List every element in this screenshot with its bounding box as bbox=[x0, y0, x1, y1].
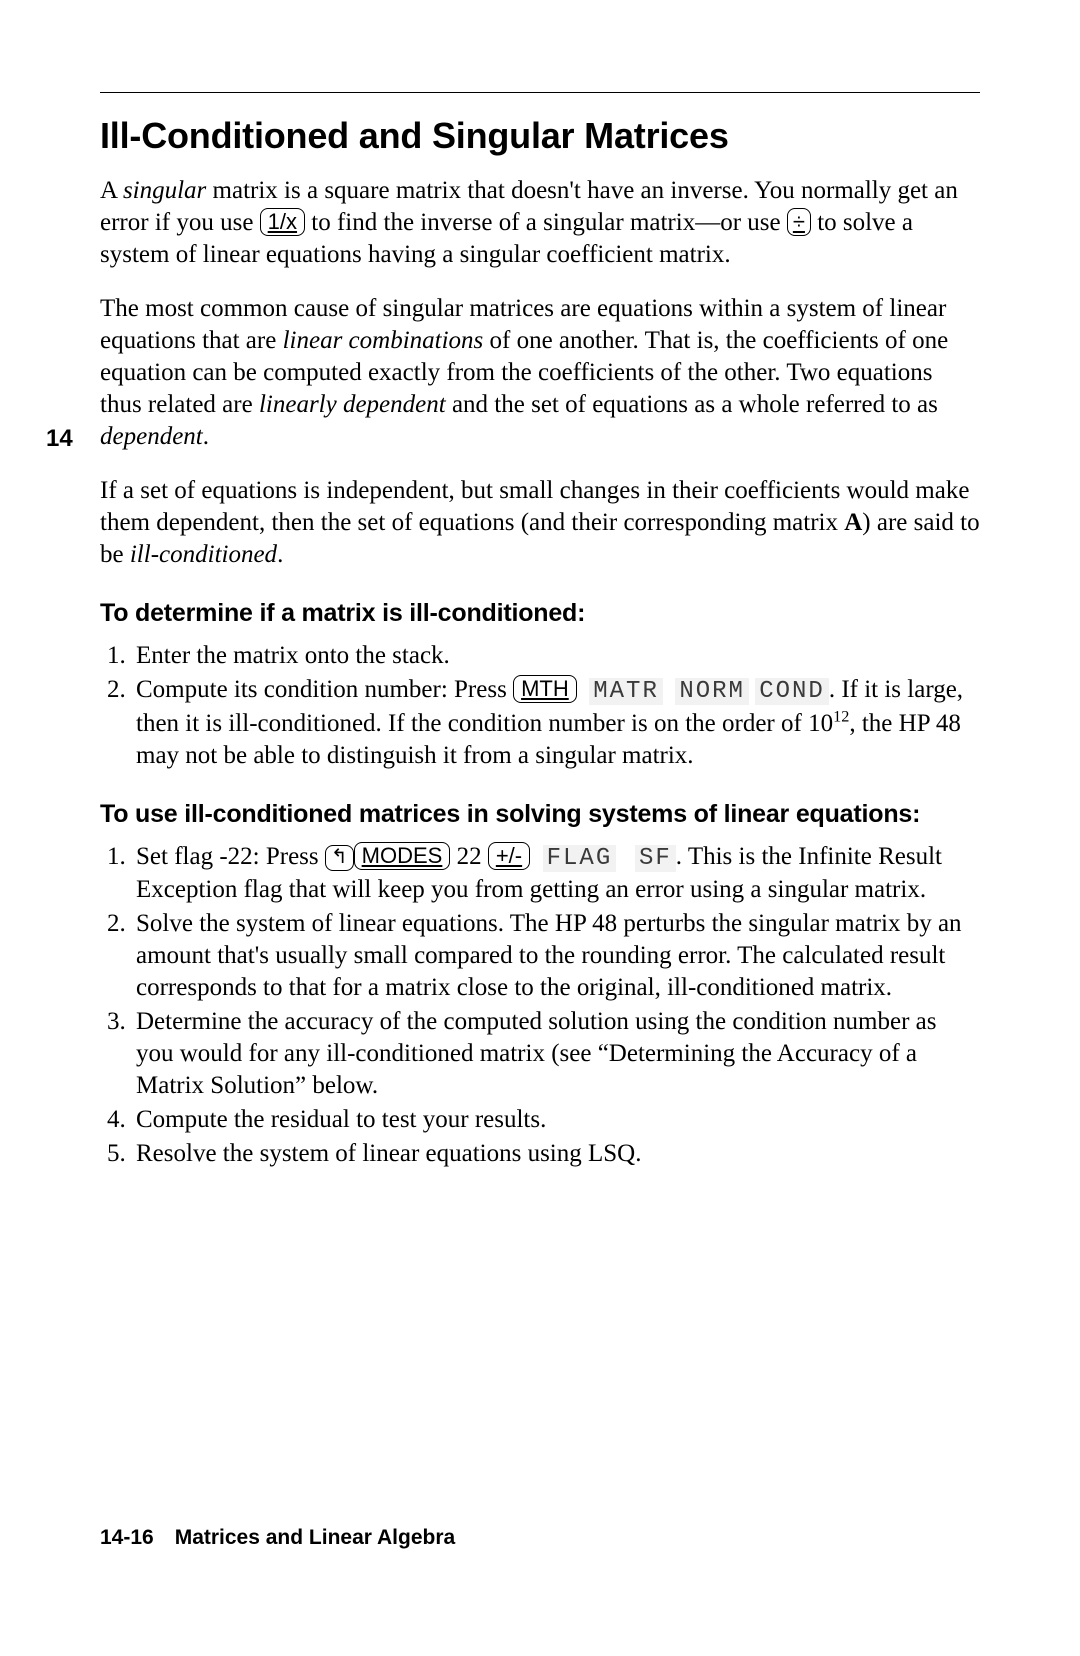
softkey-matr: MATR bbox=[589, 678, 663, 705]
page: 14 Ill-Conditioned and Singular Matrices… bbox=[0, 0, 1080, 1170]
key-mth: MTH bbox=[513, 675, 577, 703]
text: Set flag -22: Press bbox=[136, 843, 325, 870]
list-item: Determine the accuracy of the computed s… bbox=[132, 1006, 980, 1102]
italic-term: dependent bbox=[100, 423, 203, 450]
list-item: Resolve the system of linear equations u… bbox=[132, 1138, 980, 1170]
text: 22 bbox=[450, 843, 488, 870]
section-title: Ill-Conditioned and Singular Matrices bbox=[100, 115, 980, 157]
softkey-norm: NORM bbox=[675, 678, 749, 705]
text: . bbox=[203, 423, 209, 450]
ordered-list-1: Enter the matrix onto the stack. Compute… bbox=[100, 640, 980, 772]
list-item: Enter the matrix onto the stack. bbox=[132, 640, 980, 672]
italic-term: ill-conditioned bbox=[130, 541, 277, 568]
text: and the set of equations as a whole refe… bbox=[446, 391, 938, 418]
key-modes: MODES bbox=[354, 842, 451, 870]
list-item: Set flag -22: Press ↰MODES 22 +/- FLAG S… bbox=[132, 841, 980, 907]
list-item: Compute its condition number: Press MTH … bbox=[132, 674, 980, 772]
paragraph-1: A singular matrix is a square matrix tha… bbox=[100, 175, 980, 271]
text: . bbox=[277, 541, 283, 568]
shift-key-icon: ↰ bbox=[325, 845, 354, 871]
paragraph-3: If a set of equations is independent, bu… bbox=[100, 475, 980, 571]
softkey-cond: COND bbox=[755, 678, 829, 705]
italic-term: linear combinations bbox=[283, 327, 484, 354]
rule bbox=[100, 92, 980, 93]
italic-term: linearly dependent bbox=[259, 391, 446, 418]
list-item: Compute the residual to test your result… bbox=[132, 1104, 980, 1136]
text: to find the inverse of a singular matrix… bbox=[305, 209, 787, 236]
paragraph-2: The most common cause of singular matric… bbox=[100, 293, 980, 453]
ordered-list-2: Set flag -22: Press ↰MODES 22 +/- FLAG S… bbox=[100, 841, 980, 1171]
key-plusminus: +/- bbox=[488, 842, 530, 870]
text: A bbox=[100, 177, 123, 204]
text: If a set of equations is independent, bu… bbox=[100, 477, 969, 536]
chapter-marker: 14 bbox=[46, 425, 73, 453]
softkey-sf: SF bbox=[635, 845, 676, 872]
list-item: Solve the system of linear equations. Th… bbox=[132, 908, 980, 1004]
subheading-1: To determine if a matrix is ill-conditio… bbox=[100, 599, 980, 628]
softkey-flag: FLAG bbox=[543, 845, 617, 872]
text: Compute its condition number: Press bbox=[136, 676, 513, 703]
page-footer: 14-16 Matrices and Linear Algebra bbox=[100, 1526, 455, 1550]
bold-matrix-a: A bbox=[844, 509, 862, 536]
subheading-2: To use ill-conditioned matrices in solvi… bbox=[100, 800, 980, 829]
key-divide: ÷ bbox=[787, 208, 811, 236]
key-1overx: 1/x bbox=[260, 208, 305, 236]
italic-term: singular bbox=[123, 177, 206, 204]
exponent: 12 bbox=[833, 707, 849, 725]
